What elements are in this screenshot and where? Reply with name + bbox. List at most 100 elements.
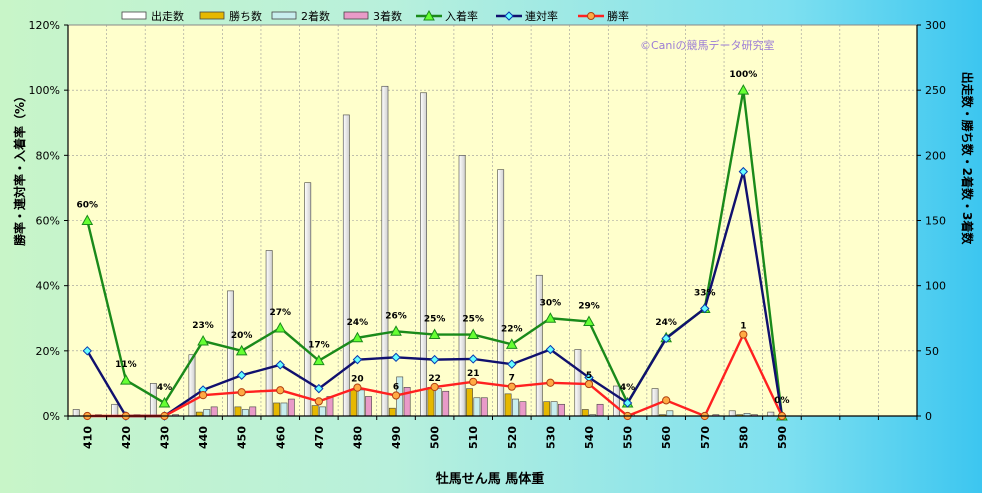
pct-label-520: 22%: [501, 324, 523, 334]
y-left-tick-label: 40%: [36, 280, 60, 293]
y-right-tick-label: 0: [925, 410, 932, 423]
bar-2-470: [311, 405, 319, 417]
pct-label-440: 23%: [192, 321, 214, 331]
bar-3-530: [550, 401, 558, 417]
bar-1-510: [458, 155, 466, 417]
legend-label: 2着数: [301, 9, 330, 23]
point-2-470: [314, 383, 324, 394]
x-tick-label-520: 520: [506, 426, 519, 449]
point-3-470: [314, 397, 323, 406]
point-1-440: [197, 335, 209, 346]
bar-2-460: [273, 402, 280, 417]
legend-label: 勝ち数: [229, 9, 262, 23]
point-1-430: [158, 396, 171, 408]
point-2-560: [661, 333, 671, 344]
legend: 出走数 勝ち数 2着数 3着数 入着率 連対率 勝率: [121, 9, 629, 23]
bar-2-510: [466, 388, 473, 417]
y-left-tick-label: 60%: [36, 215, 60, 228]
x-tick-label-410: 410: [81, 426, 94, 449]
bar-3-500: [434, 388, 442, 417]
legend-item-7: 勝率: [578, 9, 629, 23]
point-3-440: [198, 391, 208, 400]
bar-4-500: [442, 390, 450, 417]
legend-item-3: 2着数: [271, 9, 330, 23]
line-series: [81, 84, 788, 421]
bar-1-520: [497, 169, 505, 417]
y-axis-right-label: 出走数・勝ち数・2着数・3着数: [960, 72, 975, 246]
legend-label: 入着率: [445, 9, 478, 23]
legend-swatch: [121, 11, 147, 20]
x-tick-label-560: 560: [660, 426, 673, 449]
y-right-tick-label: 150: [925, 215, 946, 228]
point-2-510: [468, 354, 478, 364]
bar-3-480: [357, 389, 365, 417]
bar-4-540: [596, 403, 604, 417]
x-tick-label-470: 470: [313, 426, 326, 449]
x-tick-label-430: 430: [158, 426, 171, 449]
bar-4-460: [287, 398, 295, 417]
point-3-500: [430, 382, 439, 392]
bar-4-520: [519, 401, 527, 417]
legend-item-6: 連対率: [496, 9, 558, 23]
legend-item-1: 出走数: [121, 9, 184, 23]
bar-3-510: [473, 397, 481, 417]
point-3-560: [662, 396, 671, 405]
point-1-500: [428, 328, 441, 340]
bar-2-520: [504, 393, 512, 417]
bar-2-530: [543, 401, 551, 417]
legend-marker: [504, 11, 514, 21]
legend-label: 勝率: [607, 9, 629, 23]
point-3-580: [739, 330, 748, 339]
point-1-460: [274, 321, 287, 333]
pct-label-450: 20%: [231, 331, 253, 341]
bar-3-470: [319, 406, 326, 417]
y-left-tick-label: 0%: [43, 410, 60, 423]
bar-1-430: [149, 383, 157, 417]
pct-label-570: 33%: [694, 288, 716, 298]
legend-item-2: 勝ち数: [199, 9, 262, 23]
pct-label-490: 26%: [385, 311, 407, 321]
point-2-460: [275, 360, 285, 370]
win-count-label-580: 1: [740, 322, 746, 332]
point-3-450: [237, 388, 246, 397]
bar-1-580: [728, 410, 736, 417]
point-2-480: [352, 354, 363, 365]
bar-3-450: [241, 409, 249, 417]
x-tick-label-530: 530: [544, 426, 557, 449]
x-tick-label-420: 420: [120, 426, 133, 449]
win-count-label-520: 7: [509, 374, 515, 384]
point-3-460: [276, 386, 285, 395]
x-tick-label-570: 570: [699, 426, 712, 449]
point-1-540: [583, 315, 595, 327]
legend-label: 出走数: [151, 9, 184, 23]
pct-label-430: 4%: [157, 383, 172, 393]
legend-marker: [423, 9, 435, 21]
point-1-580: [737, 84, 750, 95]
point-3-530: [546, 378, 555, 387]
bar-2-480: [350, 389, 358, 417]
x-tick-label-480: 480: [351, 426, 364, 449]
point-1-470: [312, 354, 325, 366]
bar-3-520: [512, 398, 519, 417]
x-tick-label-450: 450: [236, 426, 249, 449]
bar-4-440: [210, 406, 218, 417]
point-1-480: [351, 331, 364, 343]
win-count-label-480: 20: [351, 375, 364, 385]
pct-label-460: 27%: [269, 308, 291, 318]
legend-swatch: [343, 11, 369, 20]
y-right-tick-label: 100: [925, 280, 946, 293]
data-labels: 60%11%4%23%20%27%17%24%26% 25% 25%22%30% 29…: [77, 70, 790, 406]
point-2-490: [391, 352, 401, 363]
x-tick-label-500: 500: [429, 426, 442, 449]
x-tick-label-440: 440: [197, 426, 210, 449]
win-count-label-490: 6: [393, 382, 399, 392]
point-1-450: [235, 344, 248, 356]
bar-4-450: [249, 406, 257, 417]
legend-item-5: 入着率: [416, 9, 478, 23]
legend-label: 連対率: [525, 9, 558, 23]
bar-3-460: [280, 402, 288, 417]
bar-1-450: [227, 290, 234, 417]
win-count-label-510: 21: [467, 369, 480, 379]
bar-1-410: [72, 409, 80, 417]
legend-marker: [587, 12, 595, 20]
